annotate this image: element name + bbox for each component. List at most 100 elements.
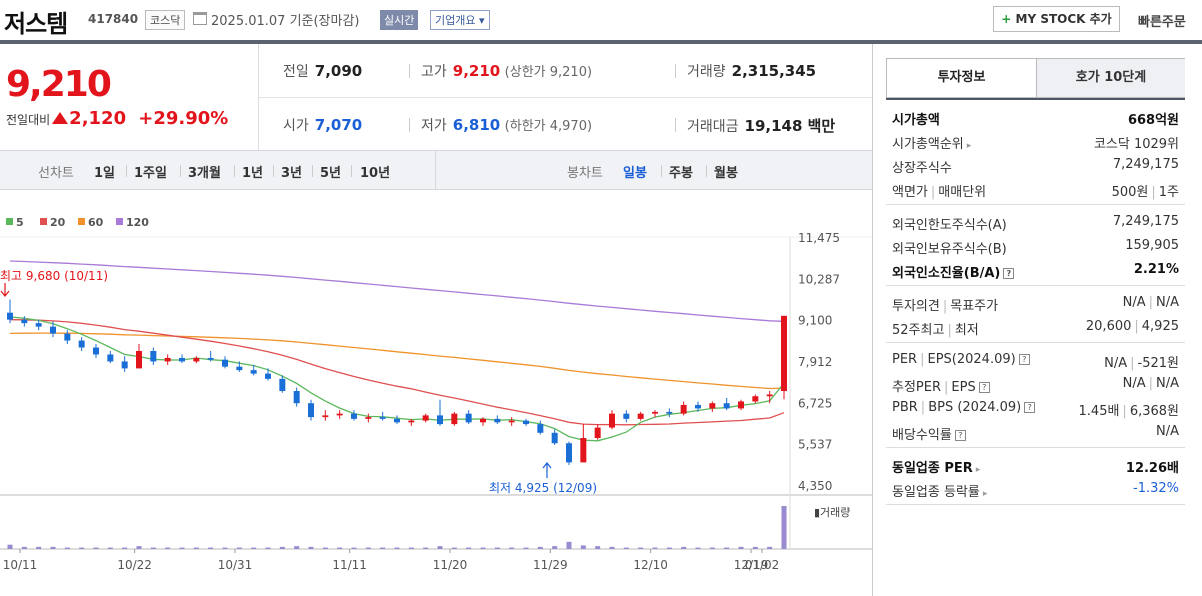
help-icon[interactable]: ? (954, 430, 966, 441)
info-group: 투자의견 | 목표주가 N/A | N/A 52주최고 | 최저 20,600 | 4,925 (886, 286, 1185, 343)
candle-body (394, 418, 400, 423)
x-tick-label: 10/22 (117, 558, 152, 572)
chevron-right-icon[interactable]: ▸ (982, 489, 988, 499)
y-tick-label: 11,475 (798, 231, 840, 245)
tab-3month[interactable]: 3개월 (188, 166, 221, 181)
candle-body (537, 424, 544, 433)
candle-body (150, 350, 157, 362)
help-icon[interactable]: ? (1018, 354, 1030, 365)
tab-orderbook[interactable]: 호가 10단계 (1036, 59, 1185, 97)
quick-order-link[interactable]: 빠른주문 (1138, 15, 1186, 30)
tab-5year[interactable]: 5년 (320, 166, 342, 181)
legend-swatch (40, 218, 47, 225)
candle-body (680, 404, 687, 414)
info-row: 시가총액 668억원 (886, 104, 1185, 128)
candle-body (695, 404, 701, 409)
base-date: 2025.01.07 기준(장마감) (211, 14, 360, 29)
tab-monthly[interactable]: 월봉 (714, 166, 738, 181)
help-icon[interactable]: ? (1003, 268, 1015, 279)
candle-body (408, 420, 415, 423)
info-value: 코스닥 1029위 (1093, 137, 1179, 152)
tab-weekly[interactable]: 주봉 (669, 166, 693, 181)
realtime-button[interactable]: 실시간 (380, 10, 419, 30)
volume-bar (623, 547, 629, 549)
volume-bar (767, 546, 773, 549)
legend-swatch (6, 218, 13, 225)
info-group: 외국인한도주식수(A) 7,249,175 외국인보유주식수(B) 159,905 외국… (886, 205, 1185, 286)
change-percent: +29.90% (138, 108, 229, 129)
my-stock-add-button[interactable]: + MY STOCK 추가 (993, 6, 1120, 32)
info-group: 시가총액 668억원 시가총액순위 ▸ 코스닥 1029위 상장주식수 7,249,175 액… (886, 100, 1185, 205)
volume-bar (79, 547, 85, 549)
chevron-right-icon[interactable]: ▸ (975, 465, 981, 475)
volume-bar (322, 547, 328, 549)
company-overview-button[interactable]: 기업개요 ▾ (430, 10, 490, 30)
info-key: PBR | BPS (2024.09)? (892, 400, 1036, 415)
info-key: PER | EPS(2024.09)? (892, 352, 1030, 367)
info-value: 2.21% (1133, 262, 1179, 277)
tab-daily[interactable]: 일봉 (623, 166, 647, 181)
candle-chart-header: 봉차트 (567, 166, 603, 181)
help-icon[interactable]: ? (978, 382, 990, 393)
ma60-line (9, 332, 785, 390)
ma20-line (9, 319, 785, 426)
trade-amount: 19,148 백만 (744, 117, 836, 135)
info-value: N/A | -521원 (1104, 356, 1179, 371)
candle-chart[interactable]: 5 20 60 120 ▮거래량 11,475 10,287 9,100 7,912 6,72… (0, 191, 872, 596)
divider (0, 40, 1202, 44)
info-key: 시가총액순위 ▸ (892, 137, 972, 152)
info-value: 7,249,175 (1112, 157, 1179, 172)
chart-tab-bar: 선차트 1일 1주일 3개월 1년 3년 5년 10년 봉차트 일봉 주봉 월봉 (0, 150, 872, 190)
info-row: 외국인한도주식수(A) 7,249,175 (886, 209, 1185, 233)
candle-body (93, 347, 99, 355)
candle-body (494, 418, 501, 423)
tab-3year[interactable]: 3년 (281, 166, 303, 181)
candle-body (523, 420, 529, 425)
candle-body (293, 391, 300, 404)
info-key: 동일업종 등락률 ▸ (892, 485, 988, 500)
legend-label: 20 (50, 216, 66, 229)
volume-bar (122, 547, 128, 549)
candle-body (164, 357, 171, 362)
tab-1week[interactable]: 1주일 (134, 166, 167, 181)
volume-bar (365, 547, 371, 549)
change-label: 전일대비 (6, 113, 51, 127)
candle-body (107, 354, 114, 362)
high-annotation: 최고 9,680 (10/11) (0, 269, 108, 283)
tab-10year[interactable]: 10년 (360, 166, 391, 181)
tab-1day[interactable]: 1일 (94, 166, 116, 181)
info-value: 20,600 | 4,925 (1085, 319, 1179, 334)
line-chart-header: 선차트 (38, 166, 74, 181)
current-price: 9,210 (6, 64, 112, 105)
volume-bar (752, 546, 758, 549)
candle-body (551, 432, 558, 444)
invest-tabs: 투자정보 호가 10단계 (886, 58, 1185, 98)
y-tick-label: 4,350 (798, 479, 832, 493)
volume-bar (609, 546, 615, 549)
tab-1year[interactable]: 1년 (242, 166, 264, 181)
x-tick-label: 12/10 (633, 558, 668, 572)
info-key: 외국인소진율(B/A)? (892, 262, 1015, 281)
candle-body (279, 378, 286, 392)
upper-limit: (상한가 9,210) (504, 65, 593, 80)
stock-name: 저스템 (4, 10, 68, 38)
candle-body (451, 413, 458, 425)
info-value: 500원 | 1주 (1111, 185, 1179, 200)
volume: 2,315,345 (731, 62, 817, 80)
volume-bar (451, 547, 457, 549)
chart-svg: 5 20 60 120 ▮거래량 11,475 10,287 9,100 7,912 6,72… (0, 216, 872, 572)
prev-close: 7,090 (314, 62, 363, 80)
volume-bar (681, 546, 687, 549)
help-icon[interactable]: ? (1024, 402, 1036, 413)
tab-invest-info[interactable]: 투자정보 (887, 59, 1036, 97)
candle-body (250, 370, 257, 374)
volume-bar (107, 547, 113, 549)
invest-info-table: 시가총액 668억원 시가총액순위 ▸ 코스닥 1029위 상장주식수 7,249,175 액… (886, 98, 1185, 505)
candle-body (738, 401, 744, 409)
candle-body (35, 323, 42, 327)
chevron-right-icon[interactable]: ▸ (966, 141, 972, 151)
volume-bar (638, 547, 644, 549)
high-price: 9,210 (452, 62, 501, 80)
calendar-icon (193, 12, 207, 25)
info-row: 배당수익률? N/A (886, 419, 1185, 443)
